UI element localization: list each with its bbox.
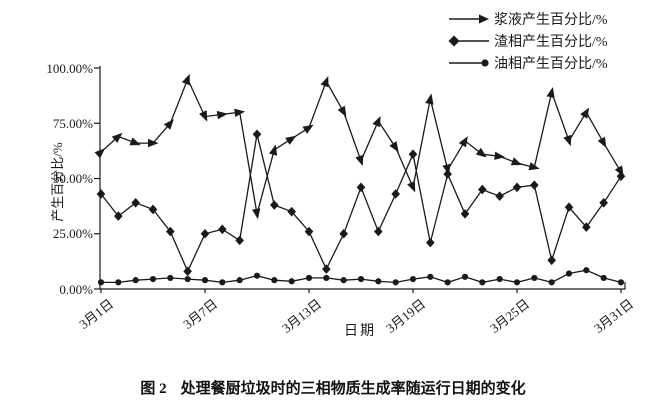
legend-item-oil: 油相产生百分比/% bbox=[448, 52, 608, 74]
figure-caption: 图 2 处理餐厨垃圾时的三相物质生成率随运行日期的变化 bbox=[0, 377, 666, 398]
x-axis-title: 日期 bbox=[344, 324, 376, 339]
figure-caption-number: 图 2 bbox=[140, 381, 167, 397]
y-tick-label-0: 0.00% bbox=[59, 282, 93, 297]
chart-plot-area bbox=[94, 66, 626, 293]
legend-item-slurry: 浆液产生百分比/% bbox=[448, 8, 608, 30]
chart-legend: 浆液产生百分比/% 渣相产生百分比/% 油相产生百分比/% bbox=[448, 8, 608, 74]
y-tick-label-50: 50.00% bbox=[52, 171, 93, 186]
legend-item-residue: 渣相产生百分比/% bbox=[448, 30, 608, 52]
legend-label-slurry: 浆液产生百分比/% bbox=[494, 13, 608, 28]
diamond-line-marker-icon bbox=[448, 35, 489, 47]
y-tick-label-100: 100.00% bbox=[46, 61, 93, 76]
figure-caption-text: 处理餐厨垃圾时的三相物质生成率随运行日期的变化 bbox=[180, 381, 526, 397]
legend-label-residue: 渣相产生百分比/% bbox=[494, 35, 608, 50]
y-tick-label-25: 25.00% bbox=[52, 226, 93, 241]
y-tick-label-75: 75.00% bbox=[52, 116, 93, 131]
arrow-line-marker-icon bbox=[449, 14, 489, 24]
circle-line-marker-icon bbox=[449, 59, 489, 67]
legend-label-oil: 油相产生百分比/% bbox=[494, 57, 608, 72]
y-axis-title: 产生百分比/% bbox=[50, 142, 65, 222]
